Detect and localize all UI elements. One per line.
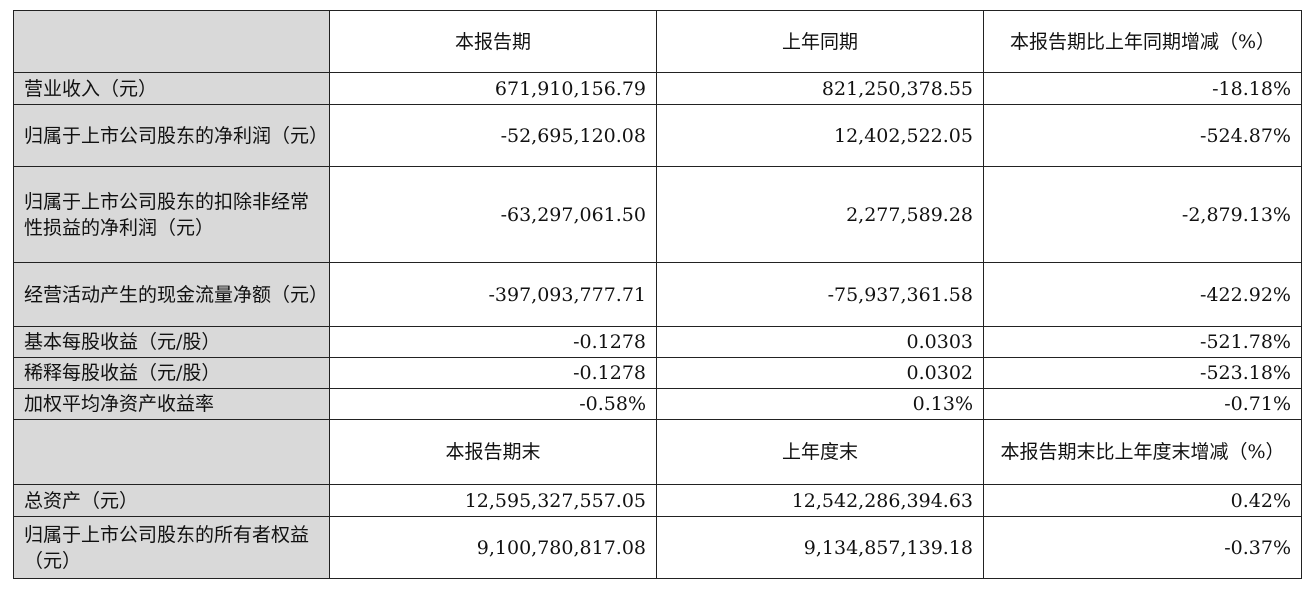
change-value: -422.92% [983, 262, 1302, 327]
prior-value: 0.0303 [656, 326, 984, 358]
prior-value: -75,937,361.58 [656, 262, 984, 327]
table-row: 归属于上市公司股东的所有者权益（元） 9,100,780,817.08 9,13… [13, 516, 1302, 579]
row-label: 归属于上市公司股东的所有者权益（元） [13, 516, 330, 579]
prior-value: 12,542,286,394.63 [656, 484, 984, 517]
row-label: 归属于上市公司股东的净利润（元） [13, 104, 330, 167]
change-value: 0.42% [983, 484, 1302, 517]
col-header-current-period: 本报告期 [329, 10, 657, 73]
prior-value: 821,250,378.55 [656, 72, 984, 105]
change-value: -523.18% [983, 357, 1302, 389]
current-value: -0.1278 [329, 326, 657, 358]
prior-value: 0.13% [656, 388, 984, 420]
table-row: 经营活动产生的现金流量净额（元） -397,093,777.71 -75,937… [13, 262, 1302, 327]
row-label: 归属于上市公司股东的扣除非经常性损益的净利润（元） [13, 166, 330, 263]
table-row: 总资产（元） 12,595,327,557.05 12,542,286,394.… [13, 484, 1302, 517]
change-value: -521.78% [983, 326, 1302, 358]
row-label: 稀释每股收益（元/股） [13, 357, 330, 389]
end-header-row: 本报告期末 上年度末 本报告期末比上年度末增减（%） [13, 419, 1302, 485]
prior-value: 0.0302 [656, 357, 984, 389]
table-row: 加权平均净资产收益率 -0.58% 0.13% -0.71% [13, 388, 1302, 420]
current-value: -0.58% [329, 388, 657, 420]
current-value: 12,595,327,557.05 [329, 484, 657, 517]
prior-value: 12,402,522.05 [656, 104, 984, 167]
col-header-end-change: 本报告期末比上年度末增减（%） [983, 419, 1302, 485]
col-header-prior-period: 上年同期 [656, 10, 984, 73]
current-value: -52,695,120.08 [329, 104, 657, 167]
change-value: -0.37% [983, 516, 1302, 579]
table-row: 归属于上市公司股东的净利润（元） -52,695,120.08 12,402,5… [13, 104, 1302, 167]
table-row: 稀释每股收益（元/股） -0.1278 0.0302 -523.18% [13, 357, 1302, 389]
current-value: -63,297,061.50 [329, 166, 657, 263]
row-label: 基本每股收益（元/股） [13, 326, 330, 358]
row-label: 加权平均净资产收益率 [13, 388, 330, 420]
current-value: -0.1278 [329, 357, 657, 389]
row-label: 经营活动产生的现金流量净额（元） [13, 262, 330, 327]
row-label: 营业收入（元） [13, 72, 330, 105]
header-corner-cell [13, 10, 330, 73]
period-header-row: 本报告期 上年同期 本报告期比上年同期增减（%） [13, 10, 1302, 73]
change-value: -2,879.13% [983, 166, 1302, 263]
header-corner-cell [13, 419, 330, 485]
col-header-period-end: 本报告期末 [329, 419, 657, 485]
financial-data-table: 本报告期 上年同期 本报告期比上年同期增减（%） 营业收入（元） 671,910… [13, 10, 1302, 579]
current-value: -397,093,777.71 [329, 262, 657, 327]
prior-value: 9,134,857,139.18 [656, 516, 984, 579]
col-header-prior-year-end: 上年度末 [656, 419, 984, 485]
table-row: 基本每股收益（元/股） -0.1278 0.0303 -521.78% [13, 326, 1302, 358]
change-value: -18.18% [983, 72, 1302, 105]
current-value: 671,910,156.79 [329, 72, 657, 105]
col-header-period-change: 本报告期比上年同期增减（%） [983, 10, 1302, 73]
change-value: -0.71% [983, 388, 1302, 420]
prior-value: 2,277,589.28 [656, 166, 984, 263]
current-value: 9,100,780,817.08 [329, 516, 657, 579]
change-value: -524.87% [983, 104, 1302, 167]
table-row: 归属于上市公司股东的扣除非经常性损益的净利润（元） -63,297,061.50… [13, 166, 1302, 263]
table-row: 营业收入（元） 671,910,156.79 821,250,378.55 -1… [13, 72, 1302, 105]
row-label: 总资产（元） [13, 484, 330, 517]
